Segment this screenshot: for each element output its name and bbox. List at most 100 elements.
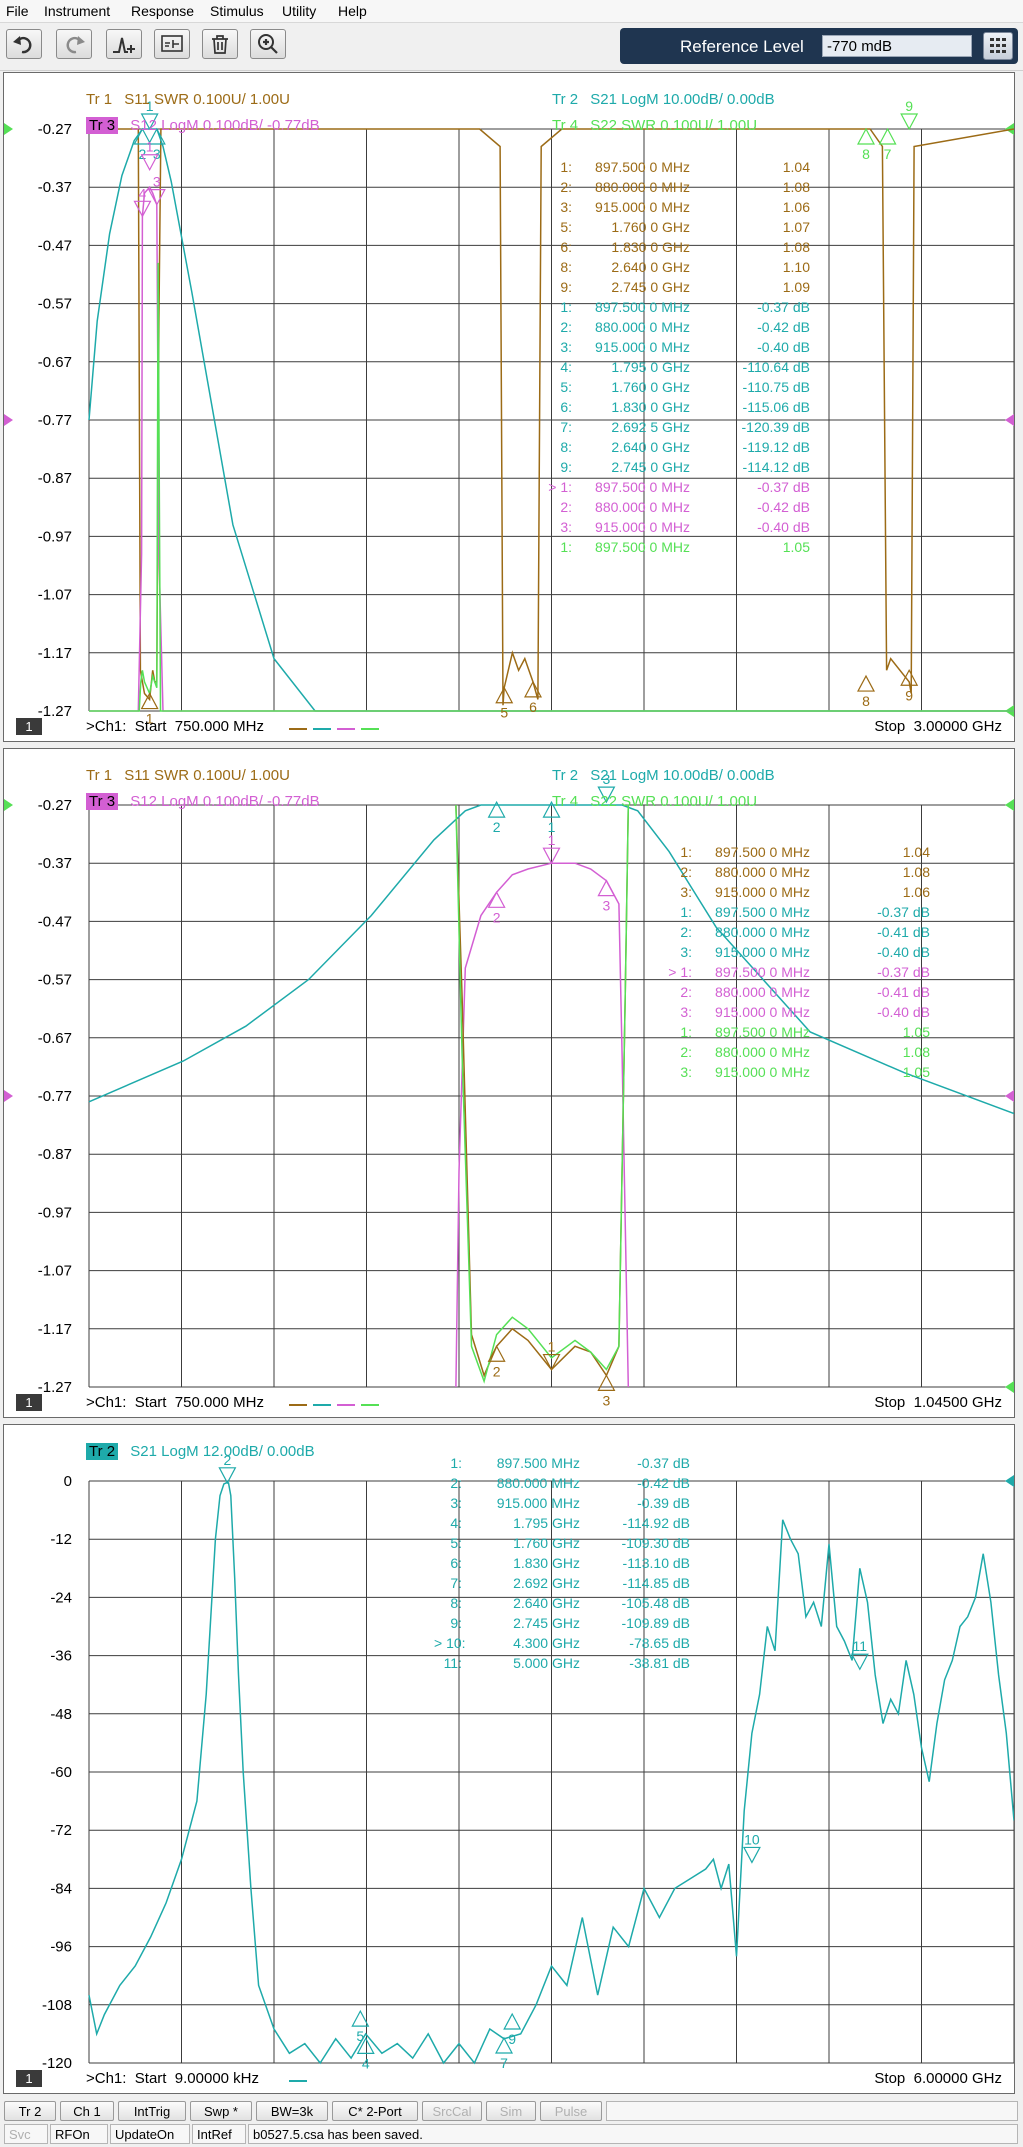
marker-frequency: 2.745 0 GHz [611,279,690,295]
measurement-window-3[interactable]: 0 -12 -24 -36 -48 -60 -72 -84 -96 -108 -120 2 4 5 7 9 10… [3,1424,1015,2094]
marker-2[interactable]: 2 [487,800,506,835]
stop-frequency-label[interactable]: Stop 3.00000 GHz [874,718,1002,735]
marker-2[interactable]: 2 [487,1344,506,1379]
marker-3[interactable]: 3 [597,879,616,914]
marker-6[interactable]: 6 [524,680,542,715]
marker-1[interactable]: 1 [542,800,561,835]
marker-9[interactable]: 9 [503,2012,522,2047]
delete-button[interactable] [202,29,238,59]
marker-frequency: 1.760 GHz [513,1535,580,1551]
marker-frequency: 915.000 MHz [496,1495,580,1511]
marker-2[interactable]: 2 [133,127,152,162]
marker-button[interactable] [106,29,142,59]
status-button-sim[interactable]: Sim [486,2101,536,2121]
status-button-ch-1[interactable]: Ch 1 [60,2101,114,2121]
marker-number: 3: [560,519,572,535]
marker-9[interactable]: 9 [900,668,919,703]
trace-legend-tr1[interactable]: Tr 1 S11 SWR 0.100U/ 1.00U [86,91,290,108]
marker-add-icon [113,37,135,53]
channel-button[interactable] [154,29,190,59]
marker-readout-row: 2: 880.000 0 MHz 1.08 [664,864,939,880]
reference-arrow-left-icon [4,1090,13,1102]
status-button-bw-3k[interactable]: BW=3k [256,2101,328,2121]
trace-legend-tr4[interactable]: Tr 4 S22 SWR 0.100U/ 1.00U [552,793,757,810]
marker-1[interactable]: 1 [140,692,159,727]
menu-response[interactable]: Response [131,3,195,19]
marker-8[interactable]: 8 [857,674,875,709]
marker-1[interactable]: 1 [542,832,561,865]
marker-7[interactable]: 7 [878,127,897,162]
marker-7[interactable]: 7 [495,2036,514,2071]
marker-1[interactable]: 1 [140,139,159,172]
marker-value: 1.06 [902,884,930,900]
marker-readout-row: 7: 2.692 GHz -114.85 dB [434,1575,734,1591]
stop-frequency-label[interactable]: Stop 1.04500 GHz [874,1394,1002,1411]
menu-stimulus[interactable]: Stimulus [210,3,264,19]
y-tick-label: -24 [50,1589,72,1606]
redo-button[interactable] [56,29,92,59]
marker-9[interactable]: 9 [900,98,919,131]
measurement-window-1[interactable]: -0.27 -0.37 -0.47 -0.57 -0.67 -0.77 -0.87 -0.97… [3,72,1015,742]
zoom-button[interactable] [250,29,286,59]
marker-5[interactable]: 5 [495,686,514,721]
marker-3[interactable]: 3 [147,127,166,162]
status-button-inttrig[interactable]: IntTrig [118,2101,186,2121]
marker-frequency: 5.000 GHz [513,1655,580,1671]
marker-10[interactable]: 10 [742,1831,761,1864]
status-button-tr-2[interactable]: Tr 2 [4,2101,56,2121]
marker-2[interactable]: 2 [487,891,506,925]
trace-legend-tr2[interactable]: Tr 2 S21 LogM 12.00dB/ 0.00dB [86,1443,315,1460]
menu-instrument[interactable]: Instrument [44,3,111,19]
trace-description: S22 SWR 0.100U/ 1.00U [586,117,758,134]
marker-readout-row: 6: 1.830 0 GHz 1.08 [544,239,819,255]
trace-legend-tr1[interactable]: Tr 1 S11 SWR 0.100U/ 1.00U [86,767,290,784]
marker-2[interactable]: 2 [218,1452,237,1485]
marker-4[interactable]: 4 [356,2037,375,2071]
marker-3[interactable]: 3 [597,771,616,804]
measurement-window-2[interactable]: -0.27 -0.37 -0.47 -0.57 -0.67 -0.77 -0.87 -0.97… [3,748,1015,1418]
status-button-srccal[interactable]: SrcCal [422,2101,482,2121]
start-frequency-label[interactable]: >Ch1: Start 9.00000 kHz [86,2070,260,2087]
marker-readout-row: 2: 880.000 0 MHz -0.41 dB [664,984,939,1000]
marker-number: 7: [560,419,572,435]
status-button-swp-[interactable]: Swp * [190,2101,252,2121]
marker-3[interactable]: 3 [597,1374,616,1408]
stop-frequency-label[interactable]: Stop 6.00000 GHz [874,2070,1002,2087]
marker-5[interactable]: 5 [351,2009,370,2044]
menu-utility[interactable]: Utility [282,3,317,19]
marker-readout-row: 6: 1.830 0 GHz -115.06 dB [544,399,819,415]
marker-4[interactable]: 4 [133,185,152,218]
marker-1[interactable]: 1 [140,98,159,131]
marker-1[interactable]: 1 [542,1339,561,1371]
status-button-pulse[interactable]: Pulse [540,2101,602,2121]
menu-help[interactable]: Help [338,3,367,19]
y-tick-label: -72 [50,1822,72,1839]
plot-canvas: 0 -12 -24 -36 -48 -60 -72 -84 -96 -108 -120 2 4 5 79 10… [42,1452,1014,2082]
trace-legend-tr2[interactable]: Tr 2 S21 LogM 10.00dB/ 0.00dB [552,767,775,784]
status-button-c-2-port[interactable]: C* 2-Port [332,2101,418,2121]
start-frequency-label[interactable]: >Ch1: Start 750.000 MHz [86,1394,265,1411]
marker-frequency: 880.000 0 MHz [715,984,810,1000]
menu-file[interactable]: File [6,3,29,19]
marker-value: 1.08 [782,179,810,195]
marker-frequency: 2.692 GHz [513,1575,580,1591]
trace-legend-tr4[interactable]: Tr 4 S22 SWR 0.100U/ 1.00U [552,117,757,134]
reference-level-input[interactable] [822,35,972,57]
trace-legend-tr3[interactable]: Tr 3 S12 LogM 0.100dB/ -0.77dB [86,793,320,810]
reference-arrow-left-icon [4,414,13,426]
marker-3[interactable]: 3 [147,174,166,206]
marker-11[interactable]: 11 [850,1638,869,1671]
trace-legend-tr3[interactable]: Tr 3 S12 LogM 0.100dB/ -0.77dB [86,117,320,134]
undo-button[interactable] [6,29,42,59]
window-number-badge[interactable]: 1 [16,2070,42,2087]
start-frequency-label[interactable]: >Ch1: Start 750.000 MHz [86,718,265,735]
svg-text:10: 10 [744,1831,760,1847]
window-number-badge[interactable]: 1 [16,1394,42,1411]
trace-legend-tr2[interactable]: Tr 2 S21 LogM 10.00dB/ 0.00dB [552,91,775,108]
window-number-badge[interactable]: 1 [16,718,42,735]
marker-value: -78.65 dB [629,1635,690,1651]
keypad-button[interactable] [983,32,1013,60]
marker-number: 3: [680,944,692,960]
marker-8[interactable]: 8 [857,127,875,162]
trace-tag: Tr 1 [86,91,113,108]
